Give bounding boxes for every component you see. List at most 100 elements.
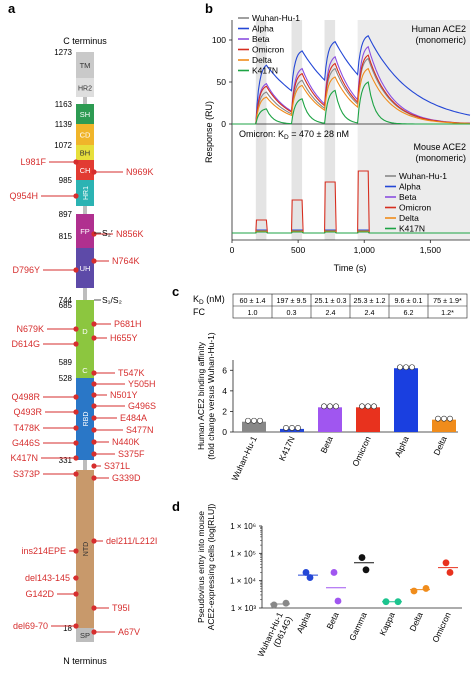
mutation-del69-70: del69-70	[13, 621, 79, 631]
svg-text:G339D: G339D	[112, 473, 141, 483]
domain-hr2: HR2	[76, 78, 94, 97]
group-beta	[326, 569, 346, 605]
legend-delta: Delta	[238, 55, 272, 65]
mutation-n679k: N679K	[16, 324, 79, 334]
data-point	[334, 597, 342, 605]
position-label: 1273	[54, 48, 72, 57]
legend-omicron: Omicron	[385, 203, 431, 213]
domain-d: D	[76, 300, 94, 362]
mutation-t478k: T478K	[13, 423, 79, 433]
replicate-point	[371, 403, 377, 410]
svg-text:N501Y: N501Y	[110, 390, 138, 400]
mutation-s373p: S373P	[13, 469, 79, 479]
replicate-point	[283, 425, 289, 431]
domain-label: SH	[80, 110, 90, 119]
bar-delta	[432, 419, 456, 432]
mutation-y505h: Y505H	[91, 379, 156, 389]
legend-alpha: Alpha	[238, 24, 274, 34]
human-ace2-label: Human ACE2 (monomeric)	[411, 24, 466, 45]
c-xtick-delta: Delta	[431, 434, 449, 456]
domain-sh: SH	[76, 104, 94, 124]
data-point	[410, 587, 418, 595]
mutation-k417n: K417N	[10, 453, 79, 463]
svg-text:Alpha: Alpha	[252, 24, 274, 34]
replicate-point	[397, 364, 403, 371]
b-xtick: 0	[230, 245, 235, 255]
legend-wuhan-hu-1: Wuhan-Hu-1	[238, 13, 300, 23]
replicate-point	[251, 417, 257, 424]
binding-affinity-panel: KD (nM) FC 60 ± 1.4 1.0 197 ± 9.5 0.3 25.1 ±…	[193, 293, 468, 482]
position-label: 744	[59, 296, 73, 305]
kd-value: 197 ± 9.5	[277, 296, 307, 305]
legend-alpha: Alpha	[385, 182, 421, 192]
svg-text:Omicron: Omicron	[399, 203, 431, 213]
position-label: 18	[63, 624, 72, 633]
c-ytick: 4	[222, 386, 227, 396]
injection-band	[324, 20, 336, 240]
data-point	[382, 598, 390, 606]
s2-prime-site: S₂′	[102, 228, 113, 238]
mutation-q498r: Q498R	[11, 392, 79, 402]
legend-beta: Beta	[385, 192, 417, 202]
data-point	[270, 601, 278, 609]
replicate-point	[245, 417, 251, 424]
mutation-d614g: D614G	[11, 339, 79, 349]
mutation-t547k: T547K	[91, 368, 145, 378]
domain-label: BH	[80, 149, 90, 158]
omicron-kd-label: Omicron: KD = 470 ± 28 nM	[239, 129, 349, 141]
data-point	[362, 566, 370, 574]
spr-sensorgram-panel: 0 50 100 0 500 1,000 1,500 Response (RU) Time …	[204, 13, 471, 273]
spike-domain-map: C terminus N terminus TMHR2SHCDBHCHHR1FP…	[9, 36, 157, 666]
domain-label: D	[82, 327, 88, 336]
domain-label: HR1	[83, 186, 90, 200]
mutation-p681h: P681H	[91, 319, 142, 329]
kd-value: 25.3 ± 1.2	[354, 296, 386, 305]
svg-text:Delta: Delta	[252, 55, 272, 65]
curve-top-omicron	[232, 54, 471, 125]
position-label: 1163	[55, 100, 73, 109]
domain-uh: UH	[76, 248, 94, 288]
kd-value: 25.1 ± 0.3	[315, 296, 347, 305]
mutation-d796y: D796Y	[12, 265, 79, 275]
mutation-h655y: H655Y	[91, 333, 138, 343]
domain-label: RBD	[83, 412, 90, 427]
panel-letter-b: b	[205, 1, 213, 16]
svg-text:Y505H: Y505H	[128, 379, 156, 389]
mutation-n440k: N440K	[91, 437, 140, 447]
b-ytick: 100	[212, 35, 226, 45]
replicate-point	[403, 364, 409, 371]
bar-beta	[318, 407, 342, 432]
replicate-point	[359, 403, 365, 410]
svg-text:K417N: K417N	[399, 224, 425, 234]
position-label: 985	[59, 176, 73, 185]
legend-delta: Delta	[385, 213, 419, 223]
data-point	[302, 569, 310, 576]
fc-value: 2.4	[365, 308, 375, 317]
domain-rbd: RBD	[76, 378, 94, 460]
c-terminus-label: C terminus	[63, 36, 107, 46]
mutation-ins214epe: ins214EPE	[21, 546, 79, 556]
mutation-n501y: N501Y	[91, 390, 138, 400]
b-xlabel: Time (s)	[334, 263, 367, 273]
curve-top-beta	[232, 45, 471, 125]
group-delta	[410, 585, 430, 595]
c-xtick-k417n: K417N	[277, 435, 297, 463]
mutation-n764k: N764K	[91, 256, 140, 266]
svg-text:Delta: Delta	[399, 213, 419, 223]
b-ylabel: Response (RU)	[204, 101, 214, 163]
svg-text:del211/L212I: del211/L212I	[106, 536, 157, 546]
svg-text:Q493R: Q493R	[13, 407, 42, 417]
mutation-n969k: N969K	[91, 167, 154, 177]
svg-text:N679K: N679K	[16, 324, 44, 334]
svg-text:N440K: N440K	[112, 437, 140, 447]
c-ytick: 2	[222, 406, 227, 416]
d-ytick: 1 × 10⁴	[230, 577, 256, 586]
replicate-point	[327, 403, 333, 410]
data-point	[422, 585, 430, 592]
domain-label: C	[82, 366, 88, 375]
domain-fp: FP	[76, 214, 94, 248]
svg-text:G496S: G496S	[128, 401, 156, 411]
pseudovirus-entry-panel: 1 × 10³ 1 × 10⁴ 1 × 10⁵ 1 × 10⁶ Wuhan-Hu-1(…	[196, 504, 462, 658]
svg-text:L981F: L981F	[20, 157, 46, 167]
legend-wuhan-hu-1: Wuhan-Hu-1	[385, 171, 447, 181]
